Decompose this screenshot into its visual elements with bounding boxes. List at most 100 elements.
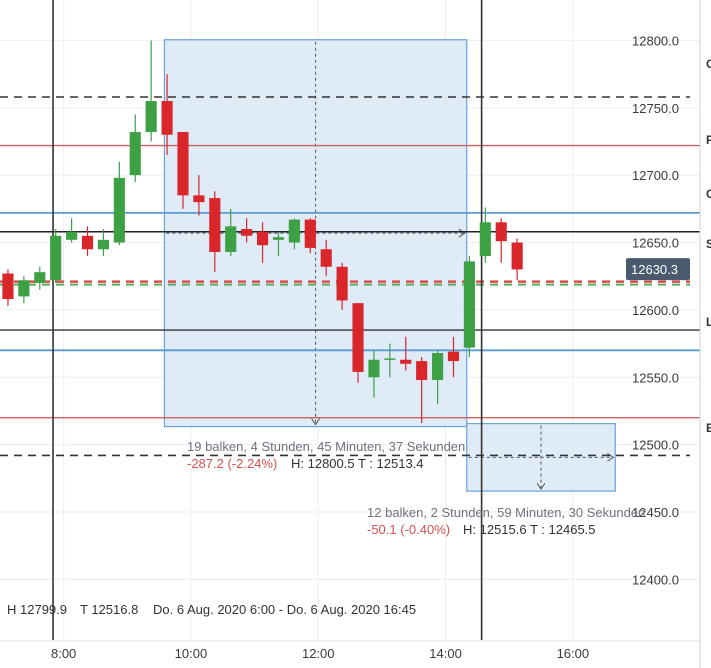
candles	[2, 40, 523, 424]
candle-up	[50, 229, 62, 283]
candle-up	[18, 276, 30, 304]
y-tick-label: 12550.0	[632, 370, 679, 385]
footer-info: H 12799.9 T 12516.8 Do. 6 Aug. 2020 6:00…	[7, 602, 416, 617]
candle-body	[97, 239, 109, 250]
candle-up	[145, 40, 157, 142]
candle-down	[304, 218, 316, 254]
candle-body	[495, 222, 507, 242]
candle-up	[288, 218, 300, 250]
candle-down	[511, 238, 523, 281]
y-axis: 12400.0 12450.0 12500.0 12550.0 12600.0 12650…	[632, 33, 679, 587]
y-tick-label: 12800.0	[632, 33, 679, 48]
y-tick-label: 12600.0	[632, 303, 679, 318]
price-lines[interactable]	[0, 96, 700, 457]
side-letter-3: G	[706, 187, 711, 201]
x-tick-label: 16:00	[557, 646, 590, 661]
candle-down	[209, 191, 221, 273]
candle-up	[432, 350, 444, 405]
candle-body	[304, 219, 316, 248]
candle-down	[193, 175, 205, 216]
candle-body	[18, 280, 30, 297]
right-side-panel[interactable]: G F G S L E	[699, 0, 711, 668]
candle-body	[463, 261, 475, 348]
vertical-lines[interactable]	[52, 0, 483, 640]
candle-down	[400, 336, 412, 371]
candle-body	[113, 177, 125, 243]
candle-up	[479, 207, 491, 263]
candle-body	[479, 222, 491, 256]
candle-down	[352, 303, 364, 383]
candle-body	[336, 266, 348, 301]
x-tick-label: 8:00	[51, 646, 76, 661]
candle-up	[34, 266, 46, 290]
candle-up	[97, 229, 109, 256]
y-tick-label: 12500.0	[632, 438, 679, 453]
candle-down	[320, 239, 332, 277]
candle-body	[2, 273, 14, 300]
candle-body	[193, 195, 205, 203]
measurement-label-1: 19 balken, 4 Stunden, 45 Minuten, 37 Sek…	[187, 439, 465, 471]
candle-body	[145, 101, 157, 133]
measurement-2-arrow-head-down	[536, 482, 546, 491]
candle-body	[50, 235, 62, 281]
candle-body	[34, 272, 46, 283]
side-letter-5: L	[706, 315, 711, 329]
y-tick-label: 12400.0	[632, 572, 679, 587]
candle-down	[161, 74, 173, 155]
candle-body	[129, 132, 141, 176]
candle-body	[447, 351, 460, 362]
last-price-badge: 12630.3	[626, 258, 690, 281]
measurement-1-change: -287.2 (-2.24%)	[187, 456, 277, 471]
candle-down	[177, 132, 189, 209]
candle-body	[161, 101, 173, 135]
candle-body	[416, 361, 428, 380]
candle-body	[288, 219, 300, 243]
x-tick-label: 10:00	[175, 646, 208, 661]
candle-down	[495, 218, 507, 263]
y-tick-label: 12700.0	[632, 168, 679, 183]
y-tick-label: 12750.0	[632, 101, 679, 116]
y-tick-label: 12650.0	[632, 236, 679, 251]
candle-body	[368, 359, 380, 378]
candle-up	[66, 218, 78, 243]
candle-down	[336, 262, 348, 310]
candle-body	[352, 303, 364, 372]
candle-body	[320, 249, 332, 267]
side-letter-1: G	[706, 57, 711, 71]
candle-body	[432, 353, 444, 380]
x-tick-label: 14:00	[429, 646, 462, 661]
footer-high: H 12799.9	[7, 602, 67, 617]
candle-body	[511, 242, 523, 270]
candle-up	[384, 343, 396, 378]
candle-up	[129, 114, 141, 182]
candle-body	[400, 359, 412, 364]
candle-body	[256, 231, 269, 246]
candle-up	[463, 256, 475, 358]
candle-body	[241, 229, 253, 236]
side-letter-2: F	[706, 133, 711, 147]
candle-body	[177, 132, 189, 196]
measurement-1-arrow-head-right	[458, 228, 466, 238]
measurement-1-duration: 19 balken, 4 Stunden, 45 Minuten, 37 Sek…	[187, 439, 465, 454]
footer-low: T 12516.8	[80, 602, 138, 617]
candle-down	[2, 269, 14, 306]
candle-up	[225, 208, 237, 256]
measurement-1-high-low: H: 12800.5 T : 12513.4	[291, 456, 424, 471]
candle-up	[272, 231, 285, 256]
candle-body	[225, 226, 237, 252]
candle-body	[81, 235, 94, 250]
measurement-2-duration: 12 balken, 2 Stunden, 59 Minuten, 30 Sek…	[367, 505, 645, 520]
candle-body	[209, 198, 221, 252]
candle-down	[447, 336, 460, 378]
measurement-1-arrow-head-down	[311, 418, 321, 426]
measurement-2-high-low: H: 12515.6 T : 12465.5	[463, 522, 596, 537]
candle-body	[272, 237, 285, 240]
candle-down	[81, 226, 94, 256]
last-price-label: 12630.3	[631, 262, 678, 277]
candle-up	[113, 161, 125, 246]
side-letter-4: S	[706, 237, 711, 251]
measurement-label-2: 12 balken, 2 Stunden, 59 Minuten, 30 Sek…	[367, 505, 645, 537]
candle-down	[241, 218, 253, 243]
last-price-badge-bg	[626, 258, 690, 281]
